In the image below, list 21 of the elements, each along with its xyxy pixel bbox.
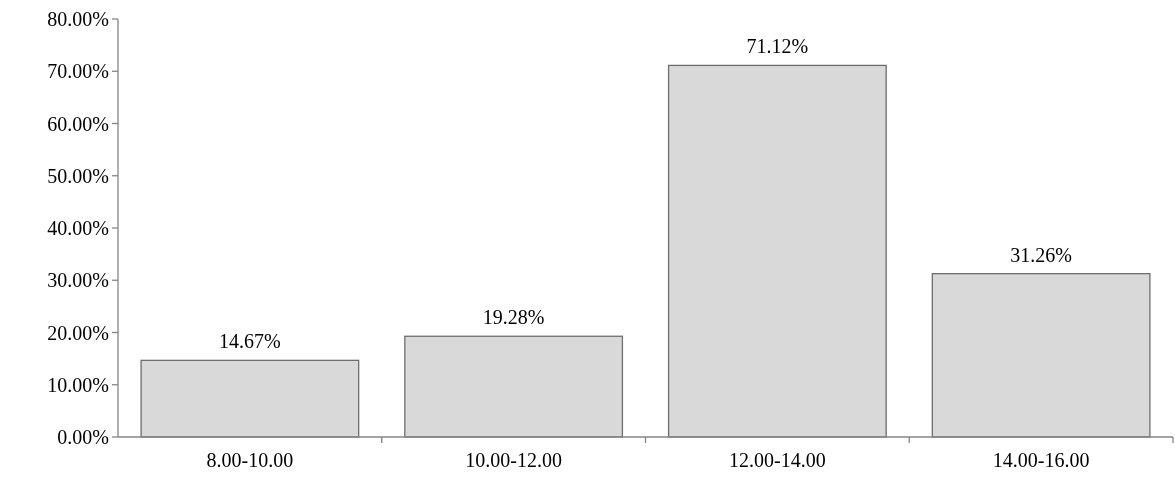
y-tick-label: 40.00% (47, 217, 109, 239)
y-tick-label: 70.00% (47, 60, 109, 83)
bar (931, 273, 1151, 438)
y-tick-label: 0.00% (57, 426, 109, 448)
y-tick-label: 30.00% (47, 269, 109, 292)
x-tick-label: 12.00-14.00 (729, 449, 826, 471)
data-label: 19.28% (482, 306, 545, 329)
data-label: 14.67% (219, 330, 281, 353)
y-tick-label: 20.00% (47, 321, 109, 344)
x-tick-label: 10.00-12.00 (465, 449, 562, 471)
data-label: 71.12% (746, 35, 809, 58)
y-tick-label: 60.00% (47, 112, 109, 135)
bar (667, 64, 887, 438)
data-label: 31.26% (1010, 243, 1072, 266)
y-tick-label: 80.00% (47, 8, 109, 30)
bar (140, 359, 360, 438)
y-tick-label: 50.00% (47, 164, 109, 187)
y-tick-label: 10.00% (47, 373, 109, 396)
x-tick-label: 14.00-16.00 (992, 449, 1090, 471)
x-tick-label: 8.00-10.00 (206, 449, 294, 471)
bar (404, 335, 624, 438)
